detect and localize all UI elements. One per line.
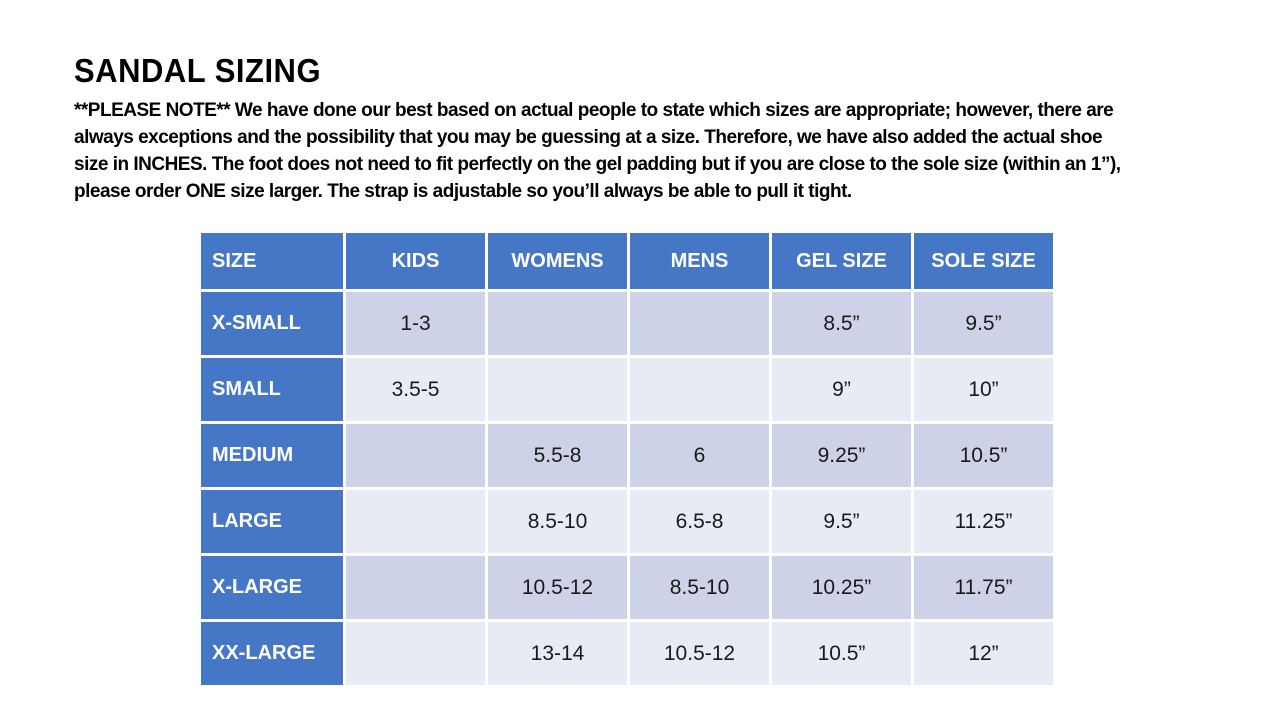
col-header-sole-size: SOLE SIZE [914,233,1053,289]
cell-gel: 8.5” [772,292,911,355]
cell-gel: 10.5” [772,622,911,685]
page-title: SANDAL SIZING [74,52,322,90]
row-label-medium: MEDIUM [201,424,343,487]
table-row-xx-large: XX-LARGE 13-14 10.5-12 10.5” 12” [201,622,1053,685]
cell-gel: 9.5” [772,490,911,553]
note-line-2: always exceptions and the possibility th… [74,127,1103,148]
note-line-1: **PLEASE NOTE** We have done our best ba… [74,100,1114,121]
table-row-large: LARGE 8.5-10 6.5-8 9.5” 11.25” [201,490,1053,553]
cell-sole: 11.25” [914,490,1053,553]
row-label-x-large: X-LARGE [201,556,343,619]
sizing-table: SIZE KIDS WOMENS MENS GEL SIZE SOLE SIZE… [198,230,1056,688]
note-paragraph: **PLEASE NOTE** We have done our best ba… [74,97,1214,205]
table-row-small: SMALL 3.5-5 9” 10” [201,358,1053,421]
cell-sole: 11.75” [914,556,1053,619]
cell-womens [488,358,627,421]
cell-mens [630,292,769,355]
cell-gel: 10.25” [772,556,911,619]
cell-gel: 9.25” [772,424,911,487]
cell-gel: 9” [772,358,911,421]
header-row: SIZE KIDS WOMENS MENS GEL SIZE SOLE SIZE [201,233,1053,289]
row-label-x-small: X-SMALL [201,292,343,355]
cell-kids [346,424,485,487]
col-header-kids: KIDS [346,233,485,289]
cell-kids [346,490,485,553]
cell-sole: 12” [914,622,1053,685]
cell-womens: 5.5-8 [488,424,627,487]
col-header-womens: WOMENS [488,233,627,289]
cell-kids [346,556,485,619]
cell-sole: 10” [914,358,1053,421]
cell-kids [346,622,485,685]
col-header-gel-size: GEL SIZE [772,233,911,289]
cell-womens [488,292,627,355]
cell-womens: 8.5-10 [488,490,627,553]
row-label-large: LARGE [201,490,343,553]
cell-mens: 10.5-12 [630,622,769,685]
table-row-x-small: X-SMALL 1-3 8.5” 9.5” [201,292,1053,355]
cell-mens: 8.5-10 [630,556,769,619]
table-row-medium: MEDIUM 5.5-8 6 9.25” 10.5” [201,424,1053,487]
cell-kids: 3.5-5 [346,358,485,421]
cell-kids: 1-3 [346,292,485,355]
cell-womens: 13-14 [488,622,627,685]
note-line-3: size in INCHES. The foot does not need t… [74,154,1121,175]
row-label-xx-large: XX-LARGE [201,622,343,685]
col-header-mens: MENS [630,233,769,289]
cell-sole: 10.5” [914,424,1053,487]
cell-womens: 10.5-12 [488,556,627,619]
col-header-size: SIZE [201,233,343,289]
cell-mens: 6 [630,424,769,487]
cell-sole: 9.5” [914,292,1053,355]
cell-mens: 6.5-8 [630,490,769,553]
table-row-x-large: X-LARGE 10.5-12 8.5-10 10.25” 11.75” [201,556,1053,619]
cell-mens [630,358,769,421]
note-line-4: please order ONE size larger. The strap … [74,181,852,202]
row-label-small: SMALL [201,358,343,421]
